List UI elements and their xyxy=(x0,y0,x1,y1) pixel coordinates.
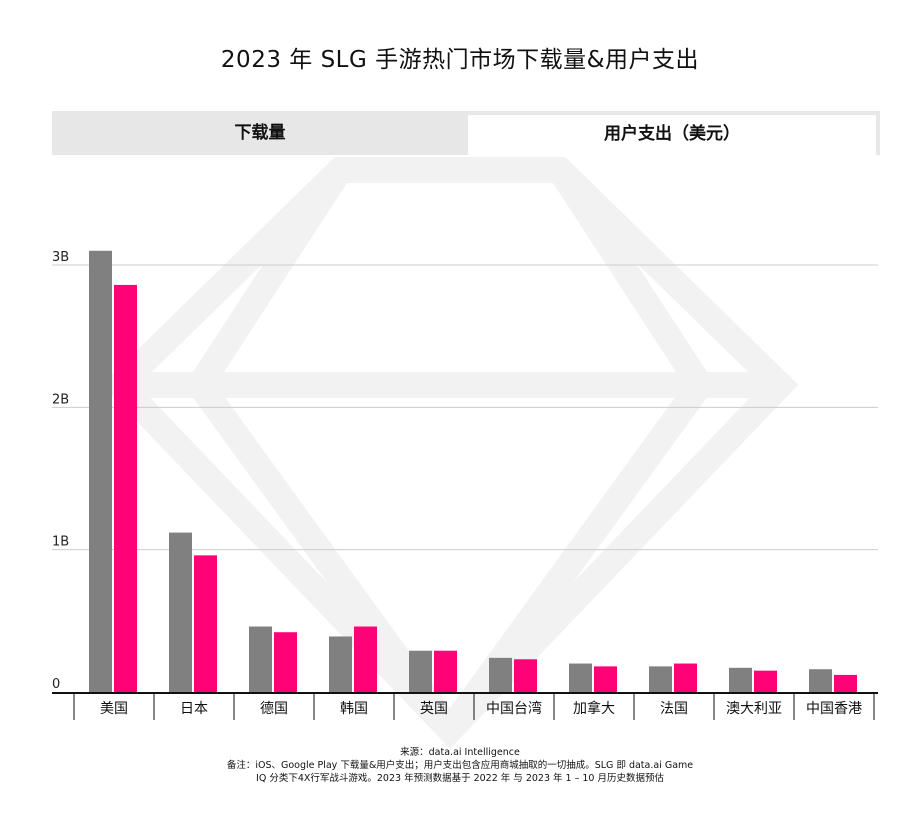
bar-spend xyxy=(514,659,537,692)
tab-bar: 下载量 用户支出（美元） xyxy=(52,111,880,155)
watermark-outline xyxy=(101,157,799,749)
bar-downloads xyxy=(649,666,672,692)
x-tick-label: 美国 xyxy=(100,701,128,717)
x-tick-label: 澳大利亚 xyxy=(726,701,782,717)
bar-downloads xyxy=(89,250,112,692)
chart-title: 2023 年 SLG 手游热门市场下载量&用户支出 xyxy=(220,47,700,73)
gridlines xyxy=(52,264,878,551)
x-tick-label: 德国 xyxy=(260,701,288,717)
x-tick-label: 中国香港 xyxy=(806,701,862,717)
x-tick-label: 加拿大 xyxy=(573,700,615,717)
footer-source: 来源：data.ai Intelligence xyxy=(400,747,520,758)
bar-downloads xyxy=(329,636,352,692)
bar-downloads xyxy=(489,657,512,692)
bar-spend xyxy=(754,670,777,692)
x-tick-label: 日本 xyxy=(180,701,208,717)
bar-downloads xyxy=(169,532,192,692)
bar-downloads xyxy=(409,650,432,692)
y-tick-label: 0 xyxy=(52,677,60,692)
bar-spend xyxy=(594,666,617,692)
watermark-logo xyxy=(101,157,799,749)
x-axis: 美国 日本 德国 韩国 英国 中国台湾 加拿大 法国 澳大利亚 中国香港 xyxy=(52,692,878,720)
bars xyxy=(89,250,857,692)
bar-spend xyxy=(834,674,857,692)
footer-note-line1: 备注：iOS、Google Play 下载量&用户支出；用户支出包含应用商城抽取… xyxy=(226,760,694,771)
bar-spend xyxy=(674,663,697,692)
bar-downloads xyxy=(729,667,752,692)
bar-downloads xyxy=(809,669,832,692)
x-tick-label: 中国台湾 xyxy=(486,700,542,717)
tab-downloads[interactable]: 下载量 xyxy=(234,123,286,143)
bar-spend xyxy=(274,632,297,692)
bar-spend xyxy=(114,284,137,692)
bar-spend xyxy=(434,650,457,692)
x-tick-label: 韩国 xyxy=(340,701,368,717)
y-tick-label: 2B xyxy=(52,392,69,407)
y-tick-label: 1B xyxy=(52,535,69,550)
tab-user-spend[interactable]: 用户支出（美元） xyxy=(468,111,880,155)
y-tick-label: 3B xyxy=(52,250,69,265)
y-axis-labels: 0 1B 2B 3B xyxy=(52,250,69,692)
bar-downloads xyxy=(249,626,272,692)
x-tick-label: 法国 xyxy=(660,701,688,717)
bar-downloads xyxy=(569,663,592,692)
bar-spend xyxy=(354,626,377,692)
footer-note-line2: IQ 分类下4X行军战斗游戏。2023 年预测数据基于 2022 年 与 202… xyxy=(256,773,664,784)
bar-spend xyxy=(194,555,217,692)
x-tick-label: 英国 xyxy=(420,700,448,717)
